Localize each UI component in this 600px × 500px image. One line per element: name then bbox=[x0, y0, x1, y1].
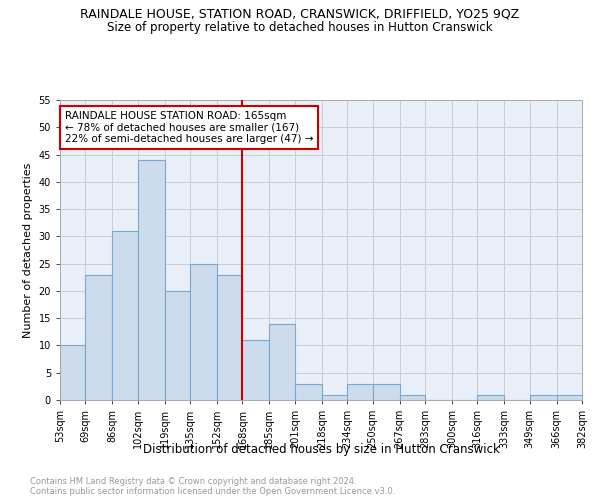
Text: RAINDALE HOUSE STATION ROAD: 165sqm
← 78% of detached houses are smaller (167)
2: RAINDALE HOUSE STATION ROAD: 165sqm ← 78… bbox=[65, 111, 313, 144]
Bar bbox=[190, 264, 217, 400]
Text: Contains HM Land Registry data © Crown copyright and database right 2024.: Contains HM Land Registry data © Crown c… bbox=[30, 478, 356, 486]
Bar bbox=[400, 394, 425, 400]
Y-axis label: Number of detached properties: Number of detached properties bbox=[23, 162, 33, 338]
Bar bbox=[165, 291, 190, 400]
Bar bbox=[60, 346, 85, 400]
Bar bbox=[347, 384, 373, 400]
Bar bbox=[112, 231, 138, 400]
Text: Size of property relative to detached houses in Hutton Cranswick: Size of property relative to detached ho… bbox=[107, 21, 493, 34]
Bar bbox=[295, 384, 322, 400]
Bar bbox=[217, 274, 242, 400]
Text: Contains public sector information licensed under the Open Government Licence v3: Contains public sector information licen… bbox=[30, 488, 395, 496]
Bar bbox=[269, 324, 295, 400]
Bar bbox=[477, 394, 504, 400]
Text: Distribution of detached houses by size in Hutton Cranswick: Distribution of detached houses by size … bbox=[143, 442, 499, 456]
Bar bbox=[242, 340, 269, 400]
Text: RAINDALE HOUSE, STATION ROAD, CRANSWICK, DRIFFIELD, YO25 9QZ: RAINDALE HOUSE, STATION ROAD, CRANSWICK,… bbox=[80, 8, 520, 20]
Bar bbox=[322, 394, 347, 400]
Bar bbox=[557, 394, 582, 400]
Bar bbox=[530, 394, 557, 400]
Bar bbox=[138, 160, 165, 400]
Bar bbox=[373, 384, 400, 400]
Bar bbox=[85, 274, 112, 400]
